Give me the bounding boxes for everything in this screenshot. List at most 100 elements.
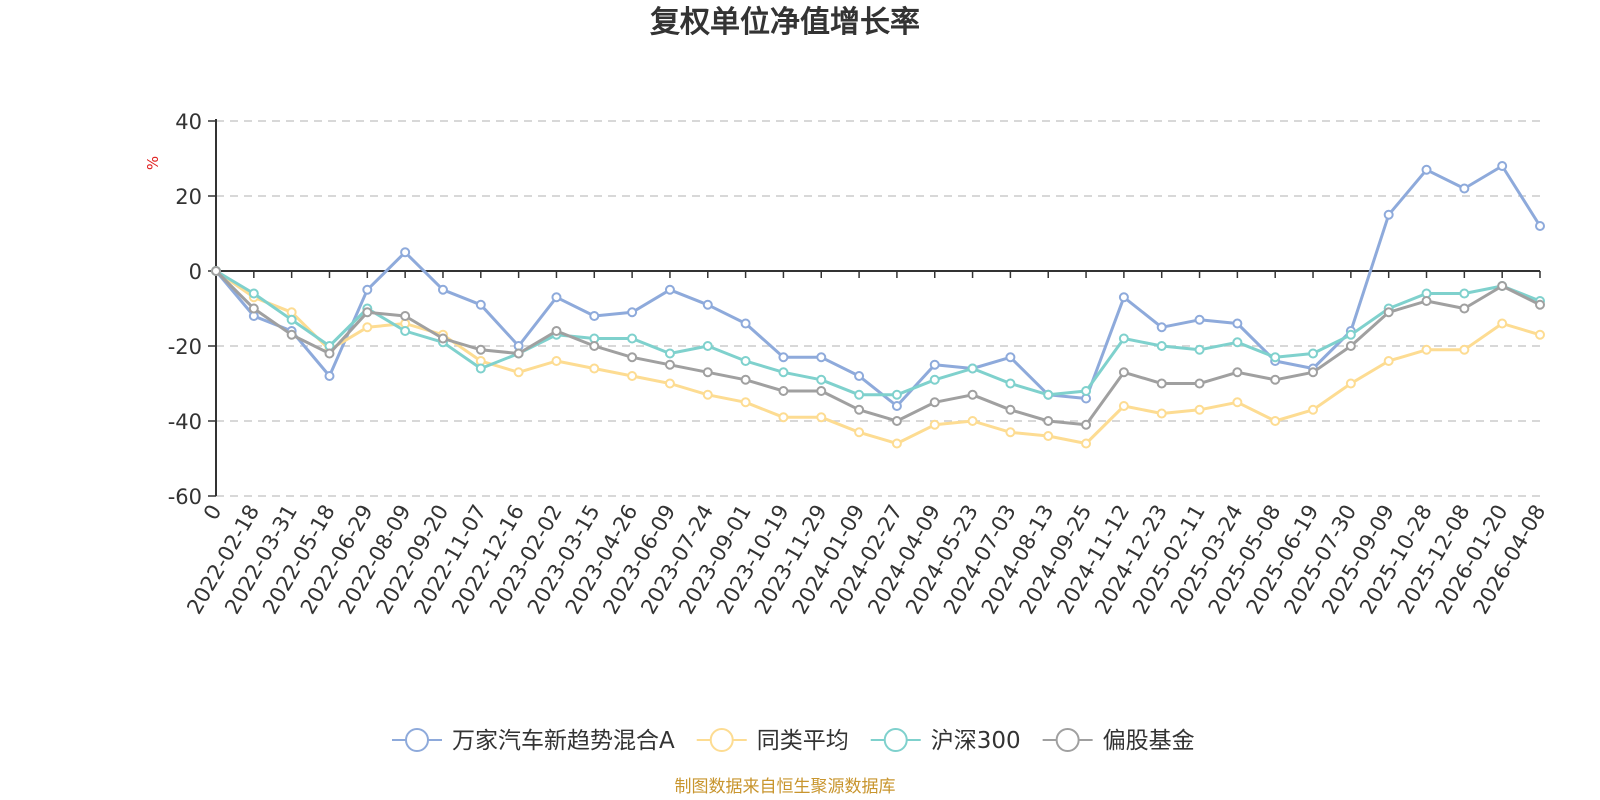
data-point — [1459, 303, 1470, 314]
data-point — [1270, 352, 1281, 363]
data-point — [816, 412, 827, 423]
data-point — [513, 367, 524, 378]
data-point — [475, 344, 486, 355]
legend-label: 同类平均 — [757, 728, 849, 754]
data-point — [1421, 344, 1432, 355]
data-point — [1270, 374, 1281, 385]
data-point — [891, 438, 902, 449]
data-point — [248, 303, 259, 314]
data-point — [627, 352, 638, 363]
data-point — [286, 314, 297, 325]
data-point — [1459, 344, 1470, 355]
data-point — [1308, 348, 1319, 359]
data-point — [1005, 427, 1016, 438]
legend-item[interactable]: 沪深300 — [870, 728, 1021, 754]
data-point — [324, 371, 335, 381]
series-line — [214, 164, 1542, 408]
data-point — [816, 386, 827, 396]
legend-label: 万家汽车新趋势混合A — [452, 728, 675, 754]
data-point — [664, 348, 675, 359]
data-point — [1118, 292, 1129, 303]
data-point — [1232, 318, 1243, 329]
data-point — [589, 363, 600, 374]
legend-circle-icon — [405, 728, 429, 752]
data-point — [1308, 404, 1319, 415]
data-point — [1535, 221, 1545, 231]
data-point — [324, 348, 335, 359]
data-point — [437, 284, 448, 295]
data-point — [664, 284, 675, 295]
data-point — [475, 363, 486, 374]
data-point — [1156, 408, 1167, 419]
data-point — [891, 389, 902, 400]
data-point — [702, 367, 713, 378]
series-line — [215, 269, 1541, 397]
data-point — [1194, 344, 1205, 355]
data-point — [1383, 307, 1394, 318]
data-point — [778, 386, 789, 396]
data-point — [854, 371, 865, 381]
data-point — [1156, 378, 1167, 389]
data-point — [1459, 183, 1470, 194]
data-point — [1005, 352, 1016, 363]
data-point — [1421, 296, 1432, 306]
data-point — [1497, 161, 1508, 171]
data-point — [1270, 416, 1281, 426]
data-point — [248, 288, 259, 299]
data-point — [1345, 329, 1356, 340]
data-point — [1005, 404, 1016, 415]
y-axis-unit: % — [144, 156, 162, 170]
data-point — [1043, 416, 1054, 426]
data-point — [551, 326, 562, 336]
series-line — [215, 269, 1541, 445]
data-point — [1118, 367, 1129, 378]
legend-item[interactable]: 同类平均 — [696, 728, 849, 754]
series-lines — [211, 161, 1545, 449]
series-沪深300 — [211, 266, 1545, 400]
data-point — [1005, 378, 1016, 389]
legend[interactable]: 万家汽车新趋势混合A 同类平均 沪深300 偏股基金 — [392, 728, 1195, 754]
data-point — [967, 416, 978, 426]
data-point — [1081, 419, 1092, 430]
data-point — [854, 389, 865, 400]
data-point — [702, 341, 713, 351]
data-point — [740, 374, 751, 385]
data-point — [1535, 299, 1545, 310]
legend-item[interactable]: 万家汽车新趋势混合A — [392, 728, 675, 754]
data-point — [967, 389, 978, 400]
axes: 40200-20-40-6002022-02-182022-03-312022-… — [168, 110, 1551, 618]
data-point — [929, 397, 940, 408]
data-point — [778, 367, 789, 378]
data-point — [1535, 329, 1545, 340]
data-point — [1081, 386, 1092, 396]
data-point — [1345, 378, 1356, 389]
y-tick-label: -40 — [168, 410, 202, 434]
data-point — [1421, 164, 1432, 175]
data-point — [1118, 333, 1129, 344]
source-note: 制图数据来自恒生聚源数据库 — [675, 777, 896, 797]
data-point — [400, 247, 411, 258]
data-point — [1232, 397, 1243, 408]
data-point — [437, 333, 448, 344]
data-point — [929, 419, 940, 430]
legend-item[interactable]: 偏股基金 — [1042, 728, 1195, 754]
data-point — [551, 356, 562, 366]
x-tick-label: 0 — [199, 501, 226, 525]
data-point — [816, 352, 827, 363]
legend-circle-icon — [1055, 728, 1080, 752]
legend-label: 偏股基金 — [1103, 728, 1195, 754]
data-point — [627, 307, 638, 318]
data-point — [286, 329, 297, 340]
data-point — [362, 307, 373, 318]
data-point — [1156, 322, 1167, 333]
data-point — [854, 427, 865, 438]
data-point — [475, 299, 486, 310]
data-point — [967, 363, 978, 374]
data-point — [778, 412, 789, 423]
y-tick-label: 40 — [175, 110, 202, 134]
data-point — [891, 401, 902, 411]
data-point — [740, 397, 751, 408]
data-point — [400, 311, 411, 321]
data-point — [1118, 401, 1129, 411]
